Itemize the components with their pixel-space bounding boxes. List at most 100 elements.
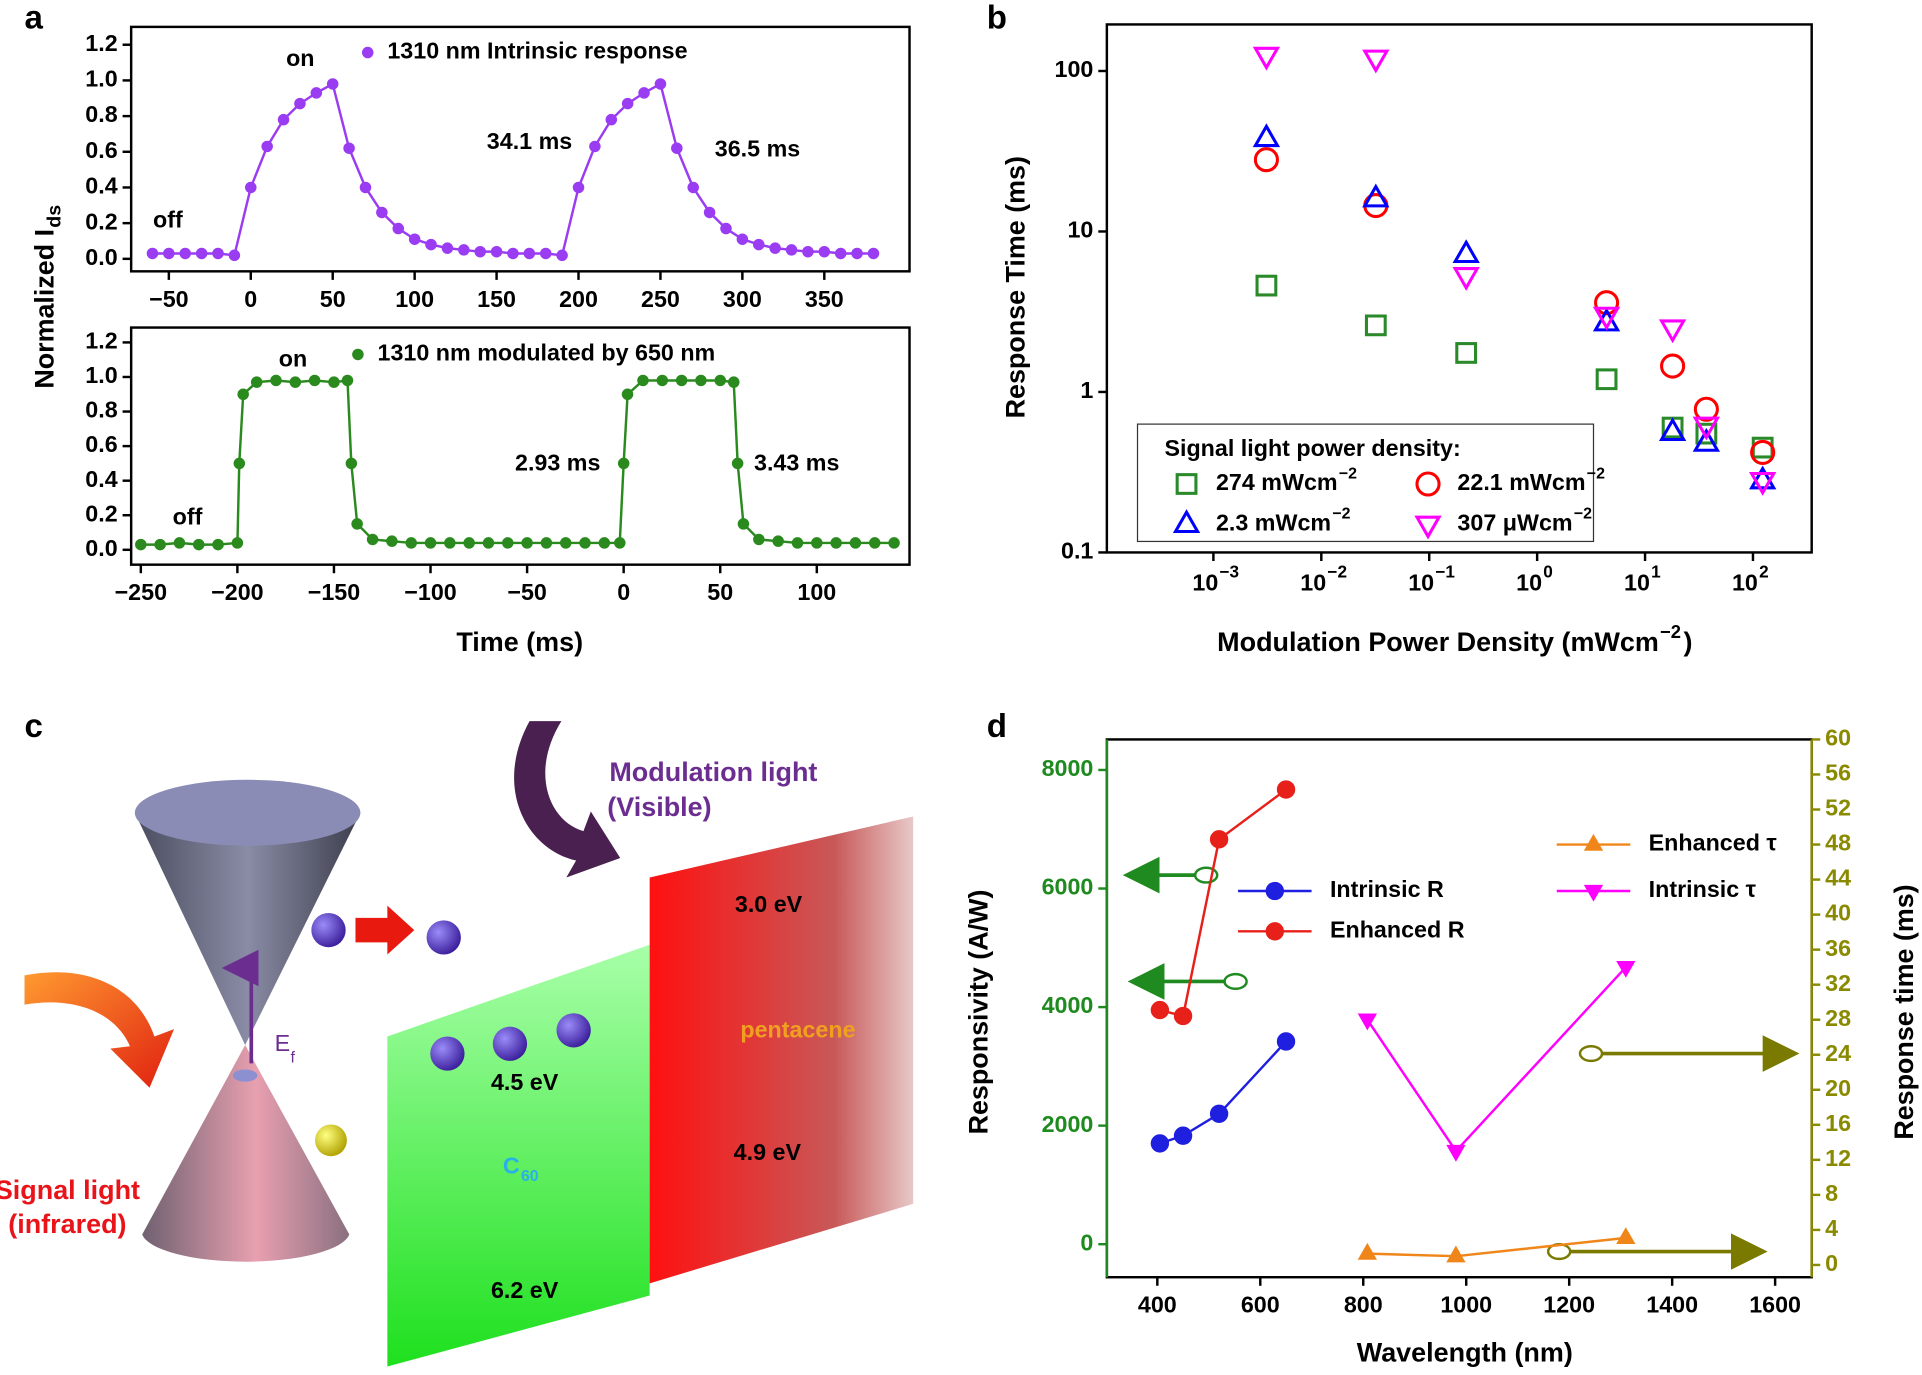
diagram-label: Modulation light	[609, 757, 817, 787]
y2-tick-label: 32	[1825, 970, 1851, 996]
data-point	[736, 233, 749, 245]
c60-label: C	[503, 1152, 520, 1178]
data-point	[614, 537, 626, 549]
fermi-disc	[232, 1069, 258, 1082]
y-tick-label: 4000	[1042, 992, 1094, 1018]
data-point	[849, 537, 862, 549]
hole	[315, 1124, 347, 1157]
y2-tick-label: 28	[1825, 1005, 1851, 1031]
data-point	[621, 97, 634, 110]
data-point	[1446, 1245, 1466, 1263]
legend-marker	[361, 46, 374, 59]
data-point	[714, 374, 727, 387]
x-tick-label: 10	[1192, 569, 1218, 595]
y-axis-label: Responsivity (A/W)	[964, 890, 994, 1135]
data-point	[1692, 427, 1721, 452]
data-point	[727, 376, 740, 388]
data-point	[617, 457, 630, 470]
series-line	[1159, 788, 1287, 1018]
y-axis-label: Normalized I	[30, 229, 60, 389]
legend-marker	[1265, 922, 1284, 941]
plot-frame	[1105, 23, 1813, 554]
x-tick-label: 10	[1408, 569, 1434, 595]
legend-marker	[1583, 884, 1604, 902]
data-point	[1658, 417, 1687, 442]
x-tick-label: 100	[395, 286, 434, 312]
x-tick-label: 1600	[1749, 1292, 1801, 1318]
modulation-arrow	[514, 721, 621, 878]
legend-label: Intrinsic R	[1330, 876, 1444, 902]
data-point	[888, 537, 900, 549]
legend-label: 274 mWcm	[1216, 469, 1338, 495]
data-point	[605, 113, 618, 126]
y2-tick-label: 8	[1825, 1180, 1838, 1206]
electron	[556, 1013, 591, 1048]
x-tick-label: 150	[477, 286, 516, 312]
data-point	[1253, 147, 1279, 173]
legend-marker	[1415, 471, 1441, 497]
transfer-arrow	[355, 905, 415, 955]
data-point	[345, 457, 358, 470]
legend-label: 22.1 mWcm	[1457, 469, 1585, 495]
y-tick-label: 0.2	[85, 208, 117, 234]
panel-label: c	[25, 708, 43, 745]
data-point	[1150, 1134, 1170, 1153]
y-tick-label: 8000	[1042, 755, 1094, 781]
y-tick-label: 2000	[1042, 1111, 1094, 1137]
data-point	[720, 222, 732, 235]
series-line	[1159, 1040, 1287, 1145]
data-point	[490, 245, 503, 258]
x-tick-label: 0	[244, 286, 257, 312]
y2-tick-label: 36	[1825, 935, 1851, 961]
data-point	[195, 247, 208, 260]
data-point	[444, 537, 456, 549]
x-tick-label-sup: −1	[1435, 562, 1455, 582]
superscript: −2	[1660, 621, 1681, 642]
diagram-c: c E f Modulation light (Visible) Signal …	[0, 708, 914, 1367]
data-point	[1150, 1000, 1170, 1020]
pentacene-label: pentacene	[740, 1017, 855, 1043]
energy-level: 6.2 eV	[491, 1277, 559, 1303]
data-point	[1362, 49, 1390, 74]
x-tick-label-sup: 0	[1543, 562, 1553, 582]
data-point	[245, 181, 257, 194]
annotation: off	[173, 503, 203, 529]
annotation: 34.1 ms	[487, 128, 572, 154]
x-tick-label: 250	[641, 286, 680, 312]
data-point	[1362, 183, 1390, 208]
cone-bottom	[142, 1045, 350, 1262]
data-point	[785, 244, 798, 256]
data-point	[867, 247, 880, 260]
data-point	[1748, 465, 1777, 490]
data-point	[703, 206, 716, 219]
y-tick-label: 100	[1055, 56, 1094, 82]
y-tick-label: 0.0	[85, 244, 117, 270]
x-axis-label: )	[1683, 627, 1692, 657]
y2-tick-label: 52	[1825, 795, 1851, 821]
electron	[430, 1036, 465, 1071]
c60-sub: 60	[521, 1168, 539, 1185]
data-point	[1695, 422, 1718, 445]
legend-label: Intrinsic τ	[1649, 876, 1756, 902]
data-point	[463, 537, 475, 549]
data-point	[474, 245, 486, 258]
data-point	[695, 374, 707, 387]
y2-tick-label: 44	[1825, 865, 1851, 891]
superscript: −2	[1339, 465, 1357, 482]
data-point	[753, 238, 765, 251]
data-point	[233, 457, 246, 470]
data-point	[772, 535, 784, 547]
x-tick-label-sup: −3	[1220, 562, 1240, 582]
x-tick-label-sup: 2	[1759, 562, 1769, 582]
diagram-label: (Visible)	[607, 792, 711, 822]
data-point	[637, 374, 649, 387]
data-point	[1173, 1006, 1193, 1026]
data-point	[231, 537, 244, 549]
signal-arrow	[24, 972, 175, 1088]
axis-arrow-origin	[1223, 972, 1248, 991]
annotation: 36.5 ms	[715, 135, 800, 161]
y2-tick-label: 56	[1825, 760, 1851, 786]
data-point	[791, 537, 804, 549]
y-tick-label: 0.6	[85, 137, 117, 163]
